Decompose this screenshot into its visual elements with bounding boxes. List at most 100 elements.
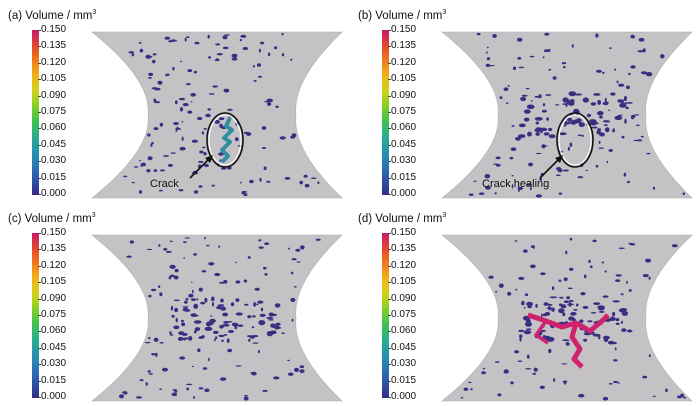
pore (256, 303, 259, 306)
pore (558, 303, 563, 307)
pore (581, 134, 584, 137)
pore (620, 293, 624, 296)
pore (208, 357, 210, 362)
pore (194, 190, 199, 194)
pore (517, 186, 524, 190)
pore (492, 34, 497, 38)
pore (208, 93, 215, 95)
pore (602, 120, 610, 123)
pore (612, 312, 616, 316)
colorbar-tick-label: 0.000 (387, 391, 417, 402)
pore (243, 279, 248, 283)
pore (539, 385, 545, 389)
pore (252, 342, 259, 344)
panel-label: (c) Volume / mm3 (8, 212, 96, 225)
pore (642, 274, 649, 278)
pore (171, 392, 178, 397)
pore (251, 315, 256, 318)
pore (548, 68, 552, 71)
pore (131, 181, 135, 184)
pore (521, 94, 528, 97)
colorbar-tick-label: 0.015 (387, 374, 417, 386)
pore (503, 369, 509, 374)
specimen-image (91, 234, 343, 402)
pore (151, 288, 157, 292)
pore (221, 339, 224, 342)
pore (530, 187, 532, 191)
pore (315, 238, 321, 241)
pore (167, 163, 173, 167)
pore (526, 104, 535, 110)
pore (645, 72, 653, 77)
pore (535, 303, 538, 308)
pore (164, 36, 171, 40)
pore (548, 48, 551, 53)
crack-region (220, 117, 234, 164)
pore (488, 65, 495, 67)
colorbar-tick-label: 0.135 (387, 40, 417, 52)
pore (567, 287, 573, 290)
pore (203, 127, 207, 130)
pore (261, 147, 267, 149)
pore (150, 143, 153, 147)
pore (158, 189, 163, 192)
pore (652, 186, 656, 190)
pore (262, 389, 268, 392)
pore (530, 100, 533, 102)
pore (545, 94, 552, 96)
colorbar-tick-label: 0.045 (37, 341, 67, 353)
pore (527, 305, 532, 309)
pore (617, 382, 620, 384)
colorbar-tick-label: 0.045 (387, 341, 417, 353)
pore (642, 48, 646, 53)
pore (139, 48, 144, 53)
pore (486, 51, 488, 54)
pore (609, 47, 612, 49)
pore (206, 321, 212, 327)
pore (648, 276, 651, 280)
pore (212, 330, 219, 334)
colorbar-tick-label: 0.090 (387, 89, 417, 101)
pore (258, 246, 264, 249)
pore (217, 304, 225, 307)
pore (208, 262, 215, 266)
colorbar-title: Volume / mm (375, 9, 443, 22)
pore (295, 248, 301, 252)
pore (567, 100, 575, 106)
colorbar-tick-label: 0.135 (387, 243, 417, 255)
pore (235, 298, 240, 302)
pore (569, 267, 574, 271)
pore (123, 175, 128, 178)
pore (180, 319, 184, 322)
pore (231, 322, 239, 327)
pore (608, 383, 613, 385)
pore (220, 306, 227, 311)
pore (534, 117, 543, 121)
pore (535, 132, 540, 136)
pore (172, 389, 176, 391)
pore (153, 169, 158, 172)
colorbar-tick-label: 0.045 (387, 138, 417, 150)
pore (612, 128, 615, 133)
pore (518, 66, 525, 69)
pore (510, 381, 514, 385)
pore (153, 337, 159, 342)
pore (525, 321, 532, 327)
colorbar-tick-label: 0.030 (37, 358, 67, 370)
pore (198, 160, 204, 163)
pore (618, 83, 625, 87)
pore (590, 312, 597, 314)
pore (485, 185, 491, 190)
pore (223, 88, 230, 93)
pore (211, 296, 215, 302)
pore (554, 104, 560, 106)
pore (223, 279, 228, 284)
pore (583, 274, 587, 279)
pore (239, 38, 242, 42)
pore (603, 124, 608, 126)
pore (523, 117, 530, 122)
panel-b: (b) Volume / mm3 0.150 0.135 0.120 0.105 0.09… (350, 0, 700, 203)
pore (484, 174, 491, 179)
pore (173, 299, 180, 302)
pore (253, 80, 257, 82)
